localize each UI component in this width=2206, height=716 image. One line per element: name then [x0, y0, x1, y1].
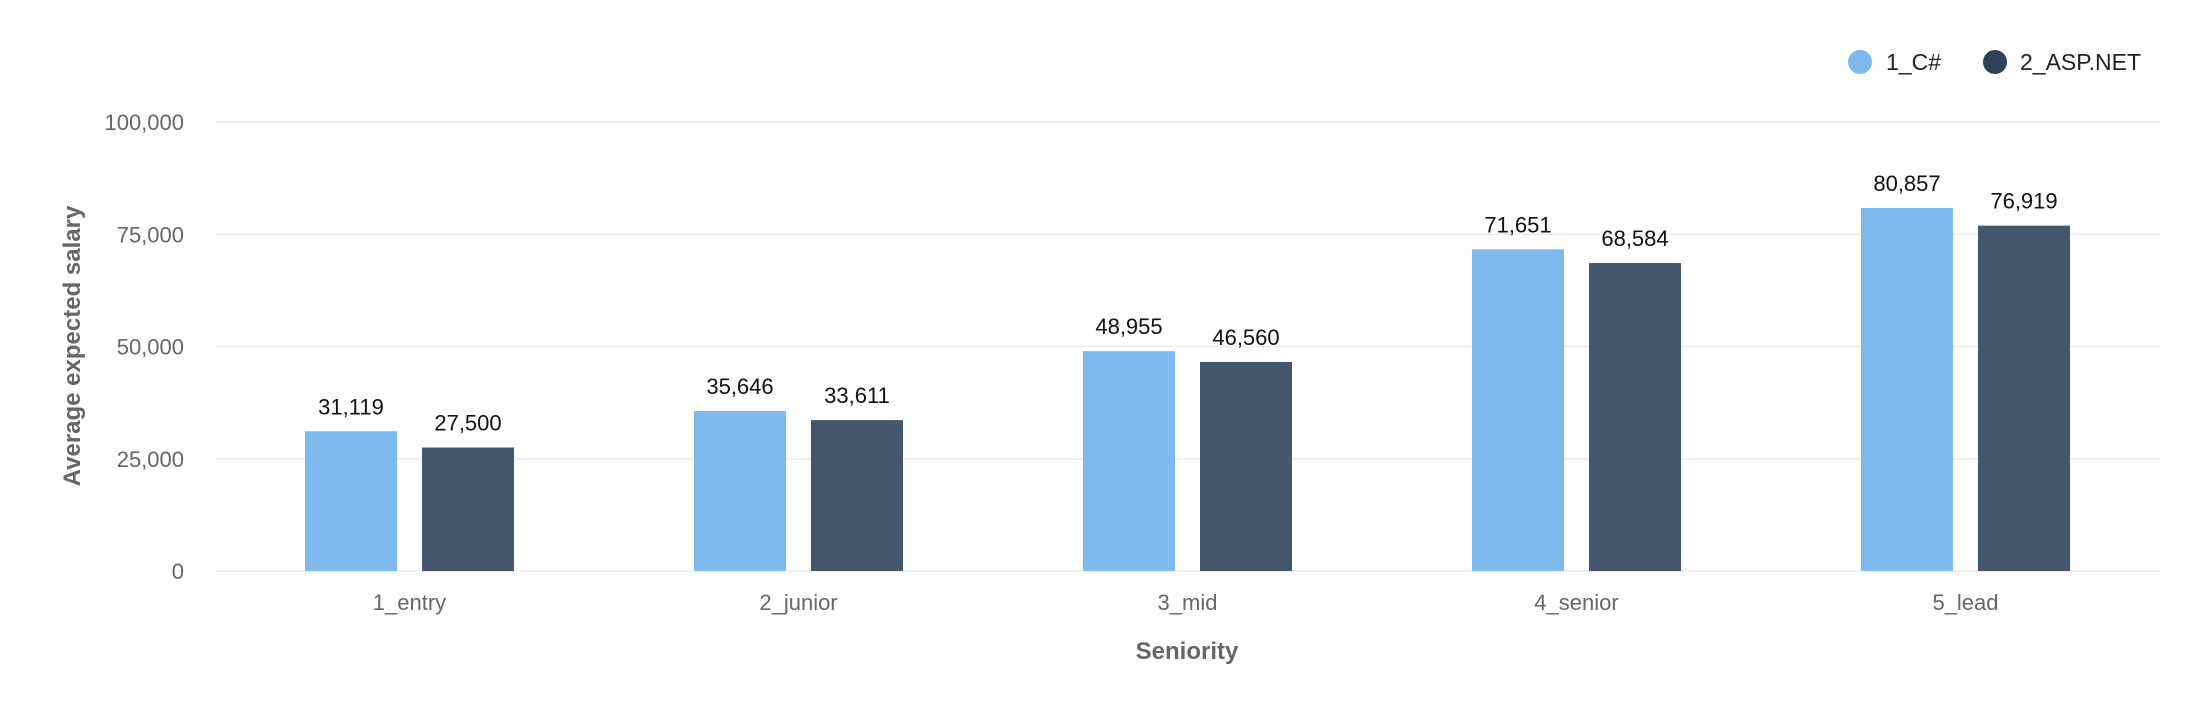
x-tick-label: 1_entry [373, 590, 446, 615]
legend-label-series-2: 2_ASP.NET [2020, 49, 2141, 75]
bar-value-label: 48,955 [1095, 314, 1162, 339]
x-axis-title: Seniority [1136, 638, 1239, 665]
bar-series-1[interactable] [305, 431, 397, 571]
legend-label-series-1: 1_C# [1886, 49, 1941, 75]
bar-value-label: 33,611 [824, 383, 890, 408]
legend: 1_C# 2_ASP.NET [1848, 49, 2141, 75]
y-axis-ticks: 0 25,000 50,000 75,000 100,000 [104, 110, 184, 584]
bar-value-label: 46,560 [1212, 325, 1279, 350]
legend-item-series-1[interactable]: 1_C# [1848, 49, 1941, 75]
x-tick-label: 4_senior [1534, 590, 1618, 615]
bar-series-2[interactable] [1978, 225, 2070, 571]
y-tick-label: 25,000 [117, 447, 184, 472]
y-tick-label: 100,000 [104, 110, 184, 135]
bar-value-label: 31,119 [318, 394, 384, 419]
y-axis-title: Average expected salary [59, 205, 86, 486]
bar-value-label: 27,500 [434, 411, 501, 436]
x-axis-ticks: 1_entry 2_junior 3_mid 4_senior 5_lead [373, 590, 1999, 615]
legend-item-series-2[interactable]: 2_ASP.NET [1983, 49, 2141, 75]
legend-marker-series-2 [1983, 50, 2007, 74]
bars [305, 207, 2070, 572]
x-tick-label: 2_junior [759, 590, 837, 615]
legend-marker-series-1 [1848, 50, 1872, 74]
bar-series-1[interactable] [1472, 249, 1564, 572]
x-tick-label: 3_mid [1158, 590, 1218, 615]
x-tick-label: 5_lead [1932, 590, 1998, 615]
y-tick-label: 75,000 [117, 222, 184, 247]
bar-series-1[interactable] [1083, 351, 1175, 571]
bar-value-label: 76,919 [1990, 189, 2057, 214]
bar-value-label: 71,651 [1484, 212, 1551, 237]
bar-series-2[interactable] [422, 447, 514, 571]
gridlines [215, 121, 2160, 572]
y-tick-label: 50,000 [117, 335, 184, 360]
bar-series-2[interactable] [1200, 361, 1292, 571]
bar-series-1[interactable] [694, 410, 786, 571]
bar-series-2[interactable] [811, 420, 903, 571]
bar-value-label: 35,646 [706, 374, 773, 399]
bar-series-2[interactable] [1589, 263, 1681, 571]
bar-value-labels: 31,119 35,646 48,955 71,651 80,857 27,500 33,6… [318, 171, 2057, 436]
bar-value-label: 80,857 [1873, 171, 1940, 196]
y-tick-label: 0 [172, 559, 184, 584]
bar-value-label: 68,584 [1601, 226, 1668, 251]
bar-series-1[interactable] [1861, 207, 1953, 571]
